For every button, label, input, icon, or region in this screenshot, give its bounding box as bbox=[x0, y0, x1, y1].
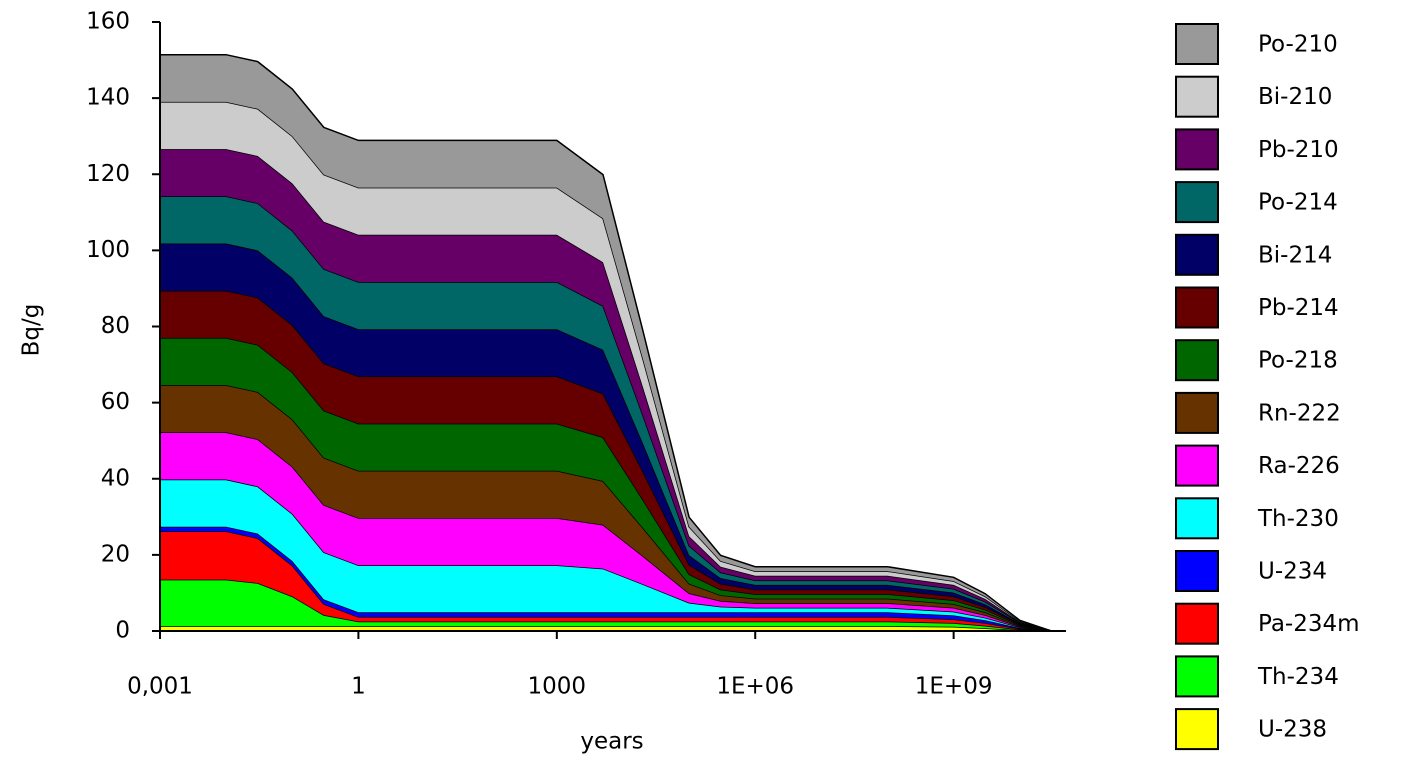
area bbox=[160, 479, 1052, 631]
area-edge bbox=[160, 53, 1052, 632]
legend-swatch bbox=[1175, 497, 1219, 540]
area bbox=[160, 432, 1052, 631]
legend-swatch bbox=[1175, 75, 1219, 118]
area bbox=[160, 531, 1052, 631]
legend-label: Bi-214 bbox=[1258, 242, 1332, 268]
area bbox=[160, 337, 1052, 631]
x-tick-label: 0,001 bbox=[127, 674, 193, 700]
legend-label: Po-214 bbox=[1258, 190, 1338, 216]
legend-label: U-234 bbox=[1258, 559, 1327, 585]
x-axis-title: years bbox=[580, 729, 643, 755]
legend-swatch bbox=[1175, 444, 1219, 487]
legend-swatch bbox=[1175, 23, 1219, 65]
x-tick-label: 1 bbox=[351, 674, 366, 700]
y-tick-label: 120 bbox=[86, 161, 130, 187]
legend-label: Pa-234m bbox=[1258, 611, 1360, 637]
legend-swatch bbox=[1175, 602, 1219, 645]
area bbox=[160, 290, 1052, 631]
legend-swatch bbox=[1175, 233, 1219, 276]
legend-label: Pb-210 bbox=[1258, 137, 1339, 163]
legend-label: Po-218 bbox=[1258, 348, 1338, 374]
legend-label: Th-234 bbox=[1257, 664, 1339, 690]
area bbox=[160, 196, 1052, 632]
y-tick-label: 160 bbox=[86, 9, 130, 35]
area bbox=[160, 579, 1052, 631]
area bbox=[160, 101, 1052, 631]
legend-label: Ra-226 bbox=[1258, 453, 1340, 479]
legend-swatch bbox=[1175, 286, 1219, 329]
legend-label: Pb-214 bbox=[1258, 295, 1339, 321]
legend-swatch bbox=[1175, 181, 1219, 224]
plot-area bbox=[160, 53, 1052, 632]
area bbox=[160, 385, 1052, 631]
y-tick-label: 80 bbox=[101, 313, 130, 339]
y-tick-label: 20 bbox=[101, 541, 130, 567]
legend-label: Rn-222 bbox=[1258, 400, 1341, 426]
legend-label: Th-230 bbox=[1257, 506, 1339, 532]
legend-swatch bbox=[1175, 128, 1219, 171]
x-tick-label: 1000 bbox=[528, 674, 587, 700]
y-axis-title: Bq/g bbox=[19, 304, 45, 357]
area bbox=[160, 243, 1052, 631]
legend-swatch bbox=[1175, 655, 1219, 698]
legend-label: U-238 bbox=[1258, 717, 1327, 743]
y-tick-label: 60 bbox=[101, 389, 130, 415]
area bbox=[160, 626, 1052, 631]
y-tick-label: 140 bbox=[86, 85, 130, 111]
legend-label: Bi-210 bbox=[1258, 84, 1332, 110]
legend-swatch bbox=[1175, 391, 1219, 434]
x-tick-label: 1E+09 bbox=[915, 674, 993, 700]
y-tick-label: 40 bbox=[101, 465, 130, 491]
legend-swatch bbox=[1175, 550, 1219, 592]
area bbox=[160, 149, 1052, 631]
legend-swatch bbox=[1175, 339, 1219, 382]
x-tick-label: 1E+06 bbox=[716, 674, 794, 700]
y-tick-label: 0 bbox=[115, 618, 130, 644]
y-tick-label: 100 bbox=[86, 237, 130, 263]
legend-label: Po-210 bbox=[1258, 32, 1338, 58]
legend-swatch bbox=[1175, 708, 1219, 751]
